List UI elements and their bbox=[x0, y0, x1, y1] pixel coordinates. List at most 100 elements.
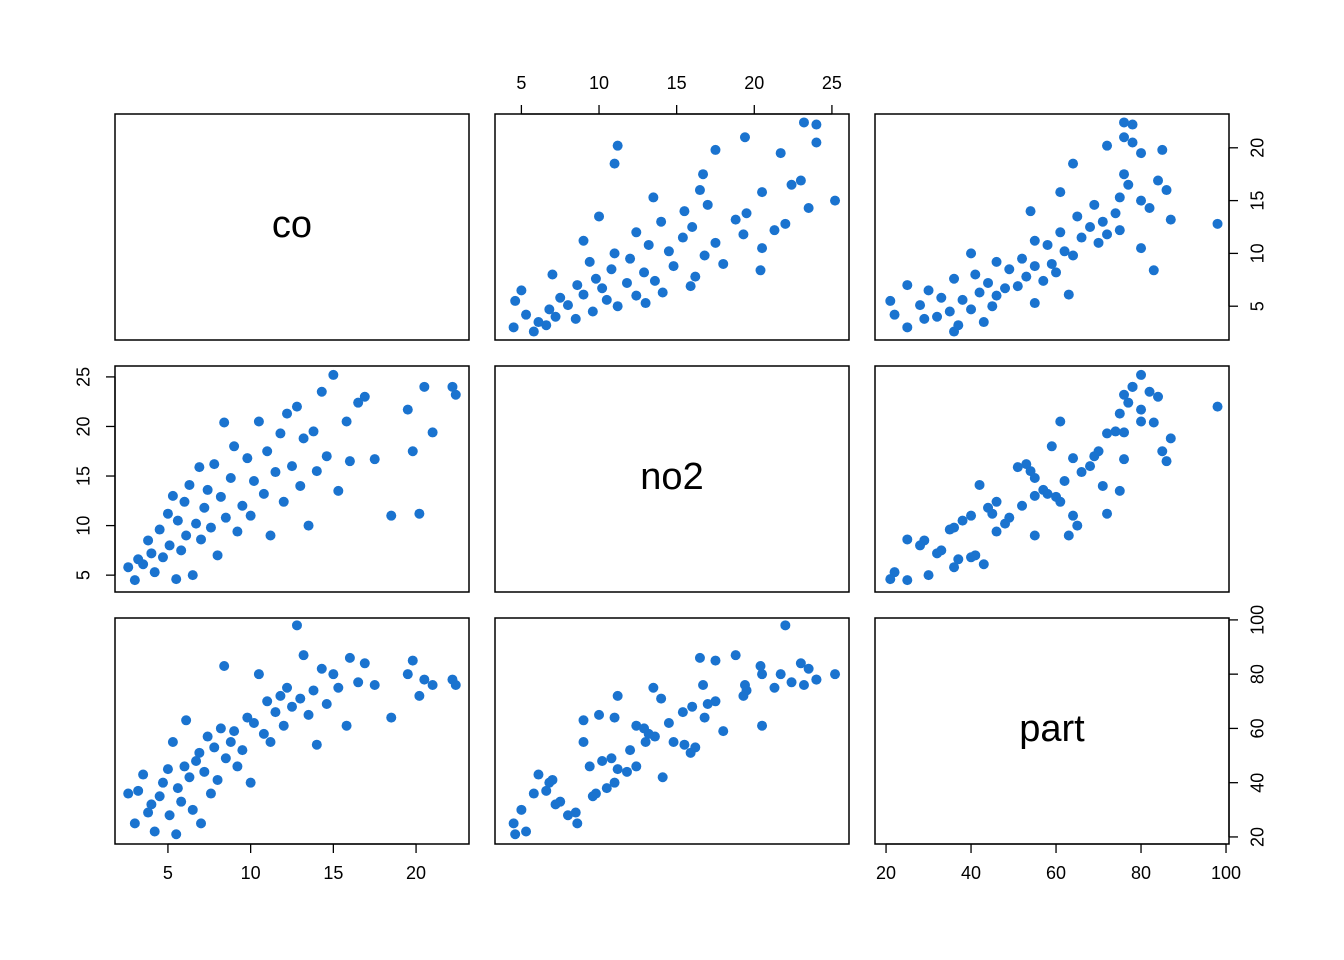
point bbox=[590, 273, 601, 284]
point bbox=[253, 669, 264, 680]
point bbox=[129, 818, 140, 829]
y-tick-label: 80 bbox=[1248, 664, 1268, 684]
point bbox=[176, 545, 187, 556]
point bbox=[757, 187, 768, 198]
point bbox=[578, 715, 589, 726]
variable-label: part bbox=[1019, 708, 1085, 750]
point bbox=[795, 658, 806, 669]
point bbox=[1063, 289, 1074, 300]
point bbox=[966, 304, 977, 315]
point bbox=[344, 456, 355, 467]
point bbox=[1114, 192, 1125, 203]
point bbox=[369, 454, 380, 465]
point bbox=[1072, 211, 1083, 222]
point bbox=[510, 295, 521, 306]
panel-frame bbox=[114, 365, 470, 593]
point bbox=[1123, 179, 1134, 190]
point bbox=[1127, 381, 1138, 392]
point bbox=[1119, 454, 1130, 465]
point bbox=[983, 502, 994, 513]
point bbox=[609, 158, 620, 169]
point bbox=[584, 761, 595, 772]
point bbox=[1161, 185, 1172, 196]
point bbox=[690, 742, 701, 753]
y-tick-label: 10 bbox=[1248, 243, 1268, 263]
point bbox=[265, 530, 276, 541]
point bbox=[253, 416, 264, 427]
point bbox=[612, 690, 623, 701]
point bbox=[528, 788, 539, 799]
point bbox=[1157, 144, 1168, 155]
y-tick-label: 15 bbox=[1248, 191, 1268, 211]
point bbox=[311, 739, 322, 750]
point bbox=[275, 428, 286, 439]
point bbox=[718, 726, 729, 737]
point bbox=[167, 736, 178, 747]
panel-frame bbox=[114, 113, 470, 341]
point bbox=[287, 701, 297, 712]
point bbox=[677, 232, 688, 243]
point bbox=[1144, 386, 1155, 397]
point bbox=[209, 742, 220, 753]
point bbox=[919, 313, 930, 324]
point bbox=[242, 712, 253, 723]
y-tick-label: 20 bbox=[1248, 138, 1268, 158]
point bbox=[1157, 446, 1168, 457]
point bbox=[974, 287, 985, 298]
point bbox=[167, 490, 178, 501]
point bbox=[1004, 512, 1015, 523]
point bbox=[1004, 264, 1015, 275]
point bbox=[516, 285, 527, 296]
point bbox=[1055, 496, 1066, 507]
point bbox=[949, 562, 960, 573]
point bbox=[245, 510, 256, 521]
point bbox=[668, 261, 679, 272]
panel-frame bbox=[874, 113, 1230, 341]
point bbox=[282, 408, 293, 419]
point bbox=[419, 674, 430, 685]
point bbox=[205, 788, 216, 799]
point bbox=[978, 559, 989, 570]
point bbox=[521, 309, 532, 320]
point bbox=[570, 807, 581, 818]
point bbox=[625, 745, 636, 756]
point bbox=[1089, 451, 1100, 462]
point bbox=[359, 658, 370, 669]
point bbox=[923, 570, 934, 581]
point bbox=[663, 246, 674, 257]
point bbox=[450, 389, 461, 400]
point bbox=[631, 227, 642, 238]
point bbox=[555, 292, 566, 303]
point bbox=[133, 785, 144, 796]
point bbox=[631, 290, 642, 301]
point bbox=[1097, 480, 1108, 491]
point bbox=[547, 774, 558, 785]
point bbox=[333, 682, 344, 693]
point bbox=[344, 652, 355, 663]
point bbox=[594, 709, 605, 720]
x-tick-label: 5 bbox=[163, 863, 173, 883]
point bbox=[578, 289, 589, 300]
point bbox=[1114, 225, 1125, 236]
point bbox=[562, 300, 573, 311]
point bbox=[702, 199, 713, 210]
point bbox=[698, 680, 709, 691]
point bbox=[1085, 461, 1096, 472]
point bbox=[447, 381, 458, 392]
point bbox=[521, 826, 532, 837]
point bbox=[606, 753, 617, 764]
panel-frame bbox=[874, 365, 1230, 593]
point bbox=[730, 214, 741, 225]
point bbox=[902, 534, 913, 545]
point bbox=[1114, 408, 1125, 419]
point bbox=[143, 535, 154, 546]
point bbox=[229, 726, 240, 737]
point bbox=[419, 381, 430, 392]
point bbox=[1110, 208, 1121, 219]
point bbox=[242, 453, 253, 464]
point bbox=[1102, 140, 1113, 151]
point bbox=[1021, 271, 1032, 282]
point bbox=[739, 132, 750, 143]
point bbox=[694, 652, 705, 663]
point bbox=[359, 391, 370, 402]
